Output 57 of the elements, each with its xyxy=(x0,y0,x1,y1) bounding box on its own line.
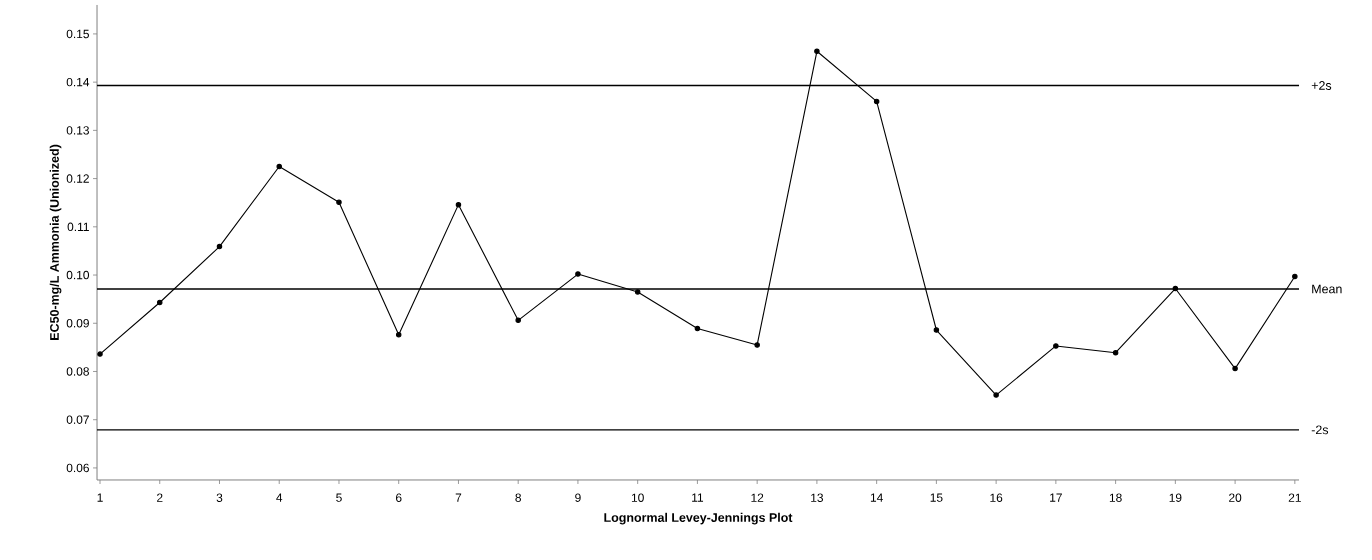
point xyxy=(634,289,641,295)
x-tick-label: 21 xyxy=(1288,493,1301,502)
x-tick-label: 11 xyxy=(692,493,704,502)
x-tick-label: 8 xyxy=(515,493,521,502)
point xyxy=(933,327,940,333)
x-axis-title: Lognormal Levey-Jennings Plot xyxy=(604,512,793,525)
ref-line-label: -2s xyxy=(1311,425,1329,435)
y-tick-label: 0.15 xyxy=(66,29,89,39)
x-tick-label: 10 xyxy=(631,493,644,502)
point xyxy=(97,351,103,357)
y-tick-label: 0.12 xyxy=(66,174,89,183)
point xyxy=(993,392,999,398)
x-tick-label: 20 xyxy=(1229,493,1242,502)
x-tick-label: 15 xyxy=(930,493,943,502)
x-tick-label: 1 xyxy=(97,493,103,502)
y-tick-label: 0.09 xyxy=(66,319,89,328)
x-tick-label: 18 xyxy=(1109,493,1122,502)
x-tick-label: 4 xyxy=(276,493,283,502)
y-tick-label: 0.14 xyxy=(66,77,90,87)
y-tick-label: 0.07 xyxy=(66,415,89,424)
x-tick-label: 5 xyxy=(336,493,342,502)
y-tick-label: 0.08 xyxy=(66,367,89,376)
point xyxy=(216,243,223,250)
x-tick-label: 7 xyxy=(455,493,462,502)
y-tick-label: 0.06 xyxy=(66,463,89,473)
point xyxy=(873,98,880,105)
y-tick-label: 0.10 xyxy=(66,270,90,280)
point xyxy=(575,271,581,277)
x-tick-label: 19 xyxy=(1169,493,1182,502)
x-tick-label: 17 xyxy=(1050,493,1062,502)
point xyxy=(1232,365,1238,372)
x-tick-label: 3 xyxy=(216,493,223,502)
x-tick-label: 6 xyxy=(396,493,402,502)
point xyxy=(754,342,760,348)
point xyxy=(1292,273,1298,280)
y-tick-label: 0.13 xyxy=(66,126,89,135)
point xyxy=(814,48,820,55)
x-tick-label: 12 xyxy=(751,493,764,502)
x-tick-label: 2 xyxy=(157,493,163,502)
point xyxy=(1172,285,1179,292)
y-axis-title: EC50-mg/L Ammonia (Unionized) xyxy=(49,144,62,340)
point xyxy=(336,199,342,205)
point xyxy=(157,299,163,306)
point xyxy=(1053,343,1059,349)
point xyxy=(1112,349,1119,356)
x-tick-label: 16 xyxy=(990,493,1003,502)
x-tick-label: 9 xyxy=(575,493,581,502)
point xyxy=(515,317,521,324)
point xyxy=(694,325,701,332)
ref-line-label: +2s xyxy=(1311,81,1332,90)
point xyxy=(276,163,282,170)
ref-line-label: Mean xyxy=(1312,284,1342,294)
y-tick-label: 0.11 xyxy=(67,222,89,232)
point xyxy=(395,332,402,338)
x-tick-label: 13 xyxy=(811,493,824,502)
point xyxy=(455,201,462,208)
x-tick-label: 14 xyxy=(870,493,883,502)
